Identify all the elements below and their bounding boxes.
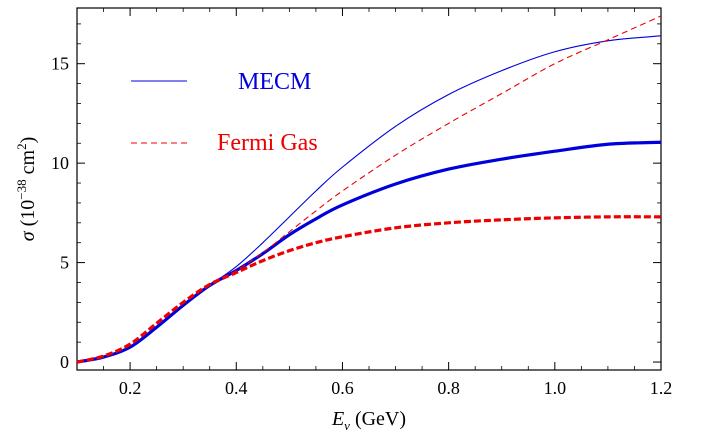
x-tick-label: 1.0: [544, 378, 567, 398]
x-tick-label: 0.2: [119, 378, 142, 398]
y-axis-unit-exponent2: 2: [14, 143, 29, 150]
series-line-mecm-thick: [76, 140, 662, 364]
x-axis-unit: (GeV): [350, 408, 406, 430]
axis-ticks: [77, 8, 662, 370]
x-axis-symbol: E: [331, 408, 344, 430]
y-axis-symbol: σ: [17, 230, 39, 241]
legend: MECM Fermi Gas: [131, 69, 318, 156]
y-tick-label: 5: [60, 253, 69, 273]
y-tick-label: 15: [51, 54, 69, 74]
x-axis-label: Eν (GeV): [331, 408, 406, 433]
x-tick-label: 0.8: [437, 378, 460, 398]
series-line-fermi-gas-thick: [76, 215, 662, 364]
x-tick-label: 0.6: [331, 378, 354, 398]
y-axis-unit-post: ): [17, 137, 39, 144]
series-lines: [76, 15, 662, 364]
y-tick-label: 0: [60, 352, 69, 372]
y-axis-unit-mid: cm: [17, 149, 39, 179]
series-line-mecm-thin: [76, 35, 662, 363]
y-axis-unit-exponent: −38: [14, 179, 29, 199]
y-axis-unit-pre: (10: [17, 200, 39, 232]
y-axis-label: σ (10−38 cm2): [14, 137, 39, 242]
x-tick-label: 1.2: [650, 378, 673, 398]
x-tick-label: 0.4: [225, 378, 248, 398]
legend-label-mecm: MECM: [238, 69, 311, 95]
series-line-fermi-gas-thin: [76, 15, 662, 363]
legend-label-fermi-gas: Fermi Gas: [217, 130, 318, 156]
tick-labels: 0.2 0.4 0.6 0.8 1.0 1.2 0 5 10 15: [51, 54, 672, 398]
x-axis-subscript: ν: [344, 418, 350, 433]
y-tick-label: 10: [51, 153, 69, 173]
